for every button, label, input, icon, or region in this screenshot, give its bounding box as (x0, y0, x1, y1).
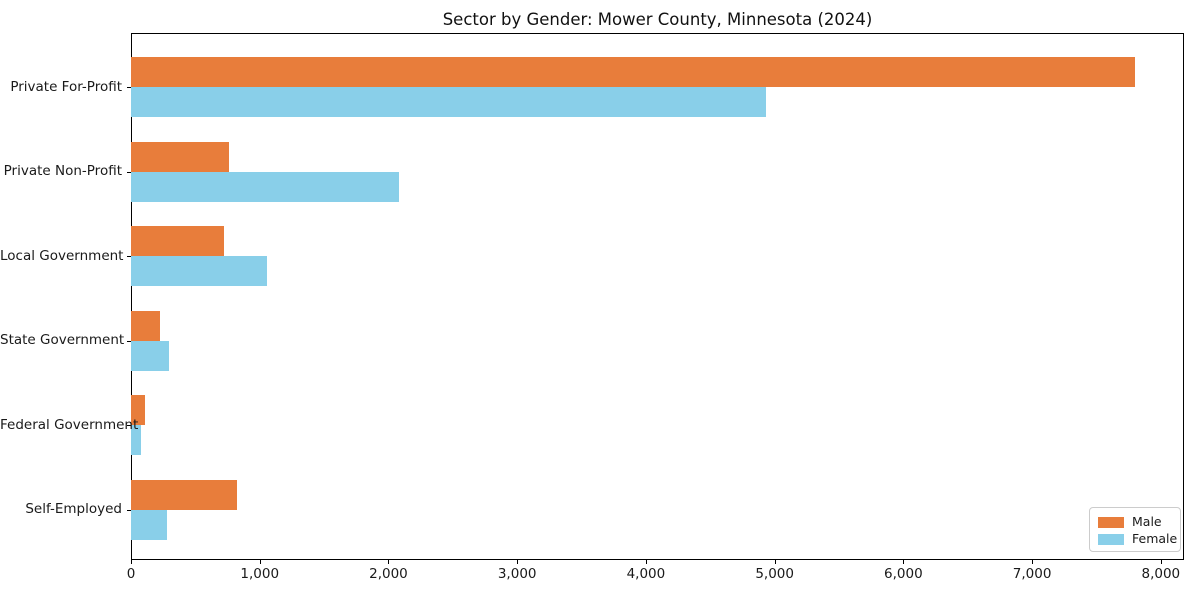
x-tick-mark-0 (131, 560, 132, 564)
chart-title: Sector by Gender: Mower County, Minnesot… (442, 10, 873, 29)
x-tick-label-7,000: 7,000 (1012, 566, 1052, 582)
x-tick-label-2,000: 2,000 (369, 566, 408, 582)
x-tick-mark-1,000 (259, 560, 261, 564)
x-tick-label-4,000: 4,000 (626, 566, 666, 582)
x-tick-mark-7,000 (1032, 560, 1034, 564)
y-tick-label-federal-government: Federal Government (0, 416, 139, 433)
legend-label-female: Female (1132, 531, 1178, 546)
y-tick-mark-private-non-profit (127, 171, 131, 173)
x-tick-label-3,000: 3,000 (497, 566, 537, 582)
x-tick-mark-6,000 (903, 560, 905, 564)
x-tick-label-0: 0 (126, 566, 136, 582)
x-tick-label-8,000: 8,000 (1141, 566, 1181, 582)
bar-male-self-employed (131, 479, 237, 510)
y-tick-mark-state-government (127, 340, 131, 342)
y-tick-mark-local-government (127, 256, 131, 257)
legend-entry-male: Male (1098, 514, 1172, 530)
bar-female-self-employed (131, 509, 168, 540)
bar-male-state-government (131, 310, 160, 341)
x-tick-label-5,000: 5,000 (755, 566, 794, 582)
bar-female-private-for-profit (131, 87, 766, 117)
bar-male-private-for-profit (131, 57, 1136, 87)
y-tick-label-state-government: State Government (0, 332, 125, 348)
legend-entry-female: Female (1098, 531, 1177, 547)
bar-female-local-government (131, 256, 268, 286)
y-tick-mark-self-employed (127, 509, 131, 511)
legend-swatch-female (1098, 533, 1124, 545)
y-tick-mark-private-for-profit (127, 87, 131, 88)
y-tick-label-local-government: Local Government (0, 247, 124, 264)
x-tick-mark-4,000 (645, 560, 647, 564)
bar-female-private-non-profit (131, 171, 399, 202)
bar-female-federal-government (131, 425, 142, 455)
y-tick-label-private-for-profit: Private For-Profit (10, 78, 122, 95)
x-tick-label-1,000: 1,000 (240, 566, 280, 582)
legend-label-male: Male (1132, 514, 1162, 529)
bar-male-private-non-profit (131, 141, 229, 172)
x-tick-mark-5,000 (774, 560, 776, 564)
legend-swatch-male (1098, 516, 1124, 528)
y-tick-mark-federal-government (127, 425, 131, 426)
x-tick-label-6,000: 6,000 (884, 566, 923, 582)
x-tick-mark-8,000 (1160, 560, 1162, 564)
bar-male-federal-government (131, 395, 146, 425)
x-tick-mark-2,000 (388, 560, 390, 564)
y-tick-label-private-non-profit: Private Non-Profit (3, 163, 122, 179)
x-tick-mark-3,000 (517, 560, 519, 564)
bar-female-state-government (131, 340, 169, 371)
bar-male-local-government (131, 226, 224, 256)
legend: Male Female (1089, 507, 1181, 552)
y-tick-label-self-employed: Self-Employed (25, 501, 122, 517)
plot-area (131, 33, 1184, 560)
